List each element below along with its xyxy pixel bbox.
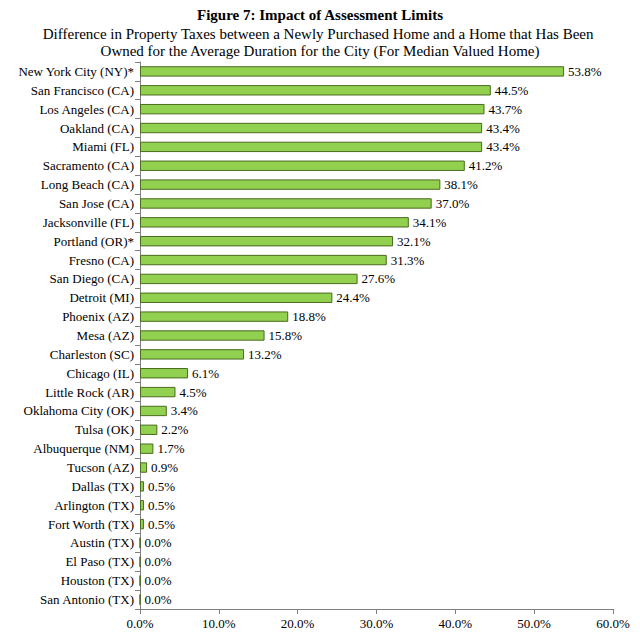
svg-text:0.5%: 0.5% bbox=[148, 517, 175, 532]
svg-text:Albuquerque (NM): Albuquerque (NM) bbox=[33, 441, 134, 456]
svg-text:60.0%: 60.0% bbox=[596, 616, 630, 631]
svg-text:53.8%: 53.8% bbox=[568, 64, 602, 79]
svg-text:0.0%: 0.0% bbox=[126, 616, 153, 631]
svg-text:43.4%: 43.4% bbox=[486, 139, 520, 154]
svg-text:Houston (TX): Houston (TX) bbox=[61, 573, 134, 588]
svg-text:0.0%: 0.0% bbox=[145, 573, 172, 588]
svg-text:Phoenix (AZ): Phoenix (AZ) bbox=[62, 309, 134, 324]
svg-text:San Francisco (CA): San Francisco (CA) bbox=[31, 83, 134, 98]
svg-text:0.5%: 0.5% bbox=[148, 498, 175, 513]
svg-text:Los Angeles (CA): Los Angeles (CA) bbox=[39, 102, 134, 117]
svg-text:38.1%: 38.1% bbox=[444, 177, 478, 192]
svg-text:Mesa (AZ): Mesa (AZ) bbox=[77, 328, 134, 343]
svg-text:27.6%: 27.6% bbox=[362, 271, 396, 286]
svg-text:15.8%: 15.8% bbox=[269, 328, 303, 343]
svg-text:43.7%: 43.7% bbox=[489, 102, 523, 117]
svg-text:Tucson (AZ): Tucson (AZ) bbox=[67, 460, 134, 475]
svg-text:20.0%: 20.0% bbox=[281, 616, 315, 631]
svg-text:0.0%: 0.0% bbox=[145, 535, 172, 550]
svg-text:Sacramento (CA): Sacramento (CA) bbox=[43, 158, 134, 173]
svg-text:New York City (NY)*: New York City (NY)* bbox=[18, 64, 134, 79]
svg-text:34.1%: 34.1% bbox=[413, 215, 447, 230]
svg-text:6.1%: 6.1% bbox=[192, 366, 219, 381]
svg-text:Long Beach (CA): Long Beach (CA) bbox=[41, 177, 134, 192]
svg-text:Fort Worth (TX): Fort Worth (TX) bbox=[48, 517, 134, 532]
svg-text:44.5%: 44.5% bbox=[495, 83, 529, 98]
svg-text:24.4%: 24.4% bbox=[336, 290, 370, 305]
svg-text:San Antonio (TX): San Antonio (TX) bbox=[40, 592, 134, 607]
svg-text:Miami (FL): Miami (FL) bbox=[72, 139, 134, 154]
svg-text:0.9%: 0.9% bbox=[151, 460, 178, 475]
svg-text:Little Rock (AR): Little Rock (AR) bbox=[45, 385, 134, 400]
svg-text:El Paso (TX): El Paso (TX) bbox=[65, 554, 134, 569]
svg-text:43.4%: 43.4% bbox=[486, 121, 520, 136]
svg-text:10.0%: 10.0% bbox=[202, 616, 236, 631]
svg-text:1.7%: 1.7% bbox=[157, 441, 184, 456]
svg-text:Owned for the Average Duration: Owned for the Average Duration for the C… bbox=[101, 43, 540, 60]
svg-text:Dallas (TX): Dallas (TX) bbox=[72, 479, 134, 494]
svg-text:Difference in Property Taxes b: Difference in Property Taxes between a N… bbox=[43, 26, 597, 42]
svg-text:Austin (TX): Austin (TX) bbox=[70, 535, 134, 550]
svg-text:Figure 7: Impact of Assessment: Figure 7: Impact of Assessment Limits bbox=[197, 7, 443, 23]
svg-text:0.5%: 0.5% bbox=[148, 479, 175, 494]
svg-text:0.0%: 0.0% bbox=[145, 554, 172, 569]
svg-text:San Jose (CA): San Jose (CA) bbox=[59, 196, 134, 211]
svg-text:Oakland (CA): Oakland (CA) bbox=[60, 121, 134, 136]
svg-text:Tulsa (OK): Tulsa (OK) bbox=[75, 422, 134, 437]
svg-text:37.0%: 37.0% bbox=[436, 196, 470, 211]
svg-text:Arlington (TX): Arlington (TX) bbox=[54, 498, 134, 513]
svg-text:Detroit (MI): Detroit (MI) bbox=[69, 290, 134, 305]
svg-text:13.2%: 13.2% bbox=[248, 347, 282, 362]
svg-text:50.0%: 50.0% bbox=[517, 616, 551, 631]
svg-text:Fresno (CA): Fresno (CA) bbox=[69, 253, 134, 268]
svg-text:Jacksonville (FL): Jacksonville (FL) bbox=[43, 215, 134, 230]
svg-text:30.0%: 30.0% bbox=[360, 616, 394, 631]
svg-text:2.2%: 2.2% bbox=[161, 422, 188, 437]
svg-text:Oklahoma City (OK): Oklahoma City (OK) bbox=[24, 403, 134, 418]
svg-text:40.0%: 40.0% bbox=[439, 616, 473, 631]
svg-text:Chicago (IL): Chicago (IL) bbox=[66, 366, 134, 381]
svg-text:0.0%: 0.0% bbox=[145, 592, 172, 607]
svg-text:San Diego (CA): San Diego (CA) bbox=[50, 271, 135, 286]
svg-text:31.3%: 31.3% bbox=[391, 253, 425, 268]
svg-text:41.2%: 41.2% bbox=[469, 158, 503, 173]
svg-text:18.8%: 18.8% bbox=[292, 309, 326, 324]
svg-text:4.5%: 4.5% bbox=[179, 385, 206, 400]
svg-text:Portland (OR)*: Portland (OR)* bbox=[53, 234, 134, 249]
svg-text:3.4%: 3.4% bbox=[171, 403, 198, 418]
svg-text:32.1%: 32.1% bbox=[397, 234, 431, 249]
svg-text:Charleston (SC): Charleston (SC) bbox=[50, 347, 134, 362]
